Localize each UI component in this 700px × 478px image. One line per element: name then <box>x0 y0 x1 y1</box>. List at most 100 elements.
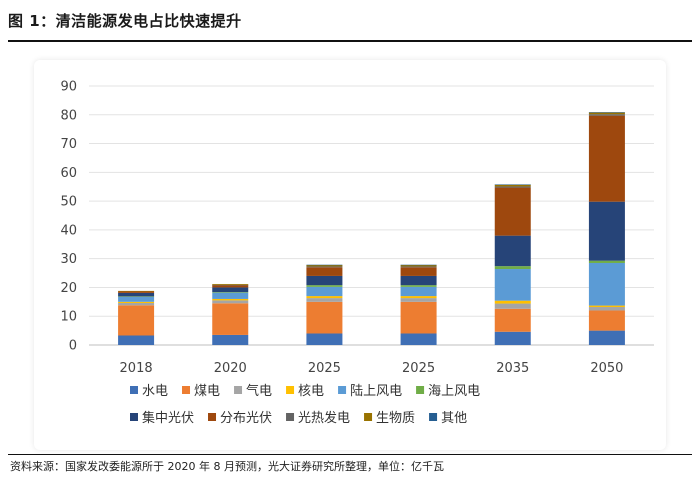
bar-segment <box>212 292 249 293</box>
bar-segment <box>588 112 625 115</box>
bar-segment <box>588 114 625 116</box>
bar-segment <box>400 264 437 267</box>
bar-segment <box>400 264 437 266</box>
bar-segment <box>118 292 155 297</box>
legend-swatch <box>286 386 295 394</box>
x-tick-label: 2035 <box>496 361 529 376</box>
source-divider <box>8 454 692 455</box>
legend-label: 海上风电 <box>428 384 480 399</box>
bar-segment <box>588 201 625 261</box>
gridlines <box>89 85 654 346</box>
bar-segment <box>212 303 249 335</box>
bar-segment <box>494 186 531 188</box>
legend-swatch <box>364 413 373 421</box>
bar-segment <box>494 303 531 309</box>
x-tick-label: 2025 <box>308 361 341 376</box>
bar-segment <box>118 302 155 306</box>
bar-segment <box>118 301 155 303</box>
bar-segment <box>494 187 531 236</box>
bar-segment <box>306 333 343 345</box>
bar-segment <box>212 334 249 345</box>
bar-segment <box>306 266 343 268</box>
legend-swatch <box>130 386 138 394</box>
y-tick-label: 80 <box>60 108 77 123</box>
bar-segment <box>306 264 343 266</box>
bar-segment <box>494 308 531 332</box>
legend-label: 陆上风电 <box>350 383 402 399</box>
bar-segment <box>212 283 249 285</box>
bar-segment <box>400 296 437 299</box>
bar-segment <box>118 291 155 293</box>
stacked-bar-chart: 0 10 20 30 40 50 60 70 80 90 2018 2020 2025 2025 2035… <box>60 80 654 426</box>
y-tick-label: 20 <box>60 281 77 296</box>
bar-segment <box>306 285 343 287</box>
bar-segment <box>588 307 625 311</box>
bar-segment <box>212 300 249 304</box>
bar-segment <box>212 284 249 286</box>
bar-segment <box>212 285 249 288</box>
legend-swatch <box>338 386 347 394</box>
legend-swatch <box>429 413 438 421</box>
y-tick-label: 50 <box>60 195 77 210</box>
bar-segment <box>118 305 155 336</box>
bar-segment <box>400 267 437 276</box>
bar-segment <box>494 184 531 187</box>
bar-segment <box>588 115 625 202</box>
legend-label: 其他 <box>441 411 467 426</box>
bar-segment <box>588 260 625 263</box>
bar-segment <box>306 275 343 286</box>
bars <box>118 112 625 345</box>
bar-segment <box>400 266 437 268</box>
bar-segment <box>400 301 437 334</box>
bar-segment <box>306 267 343 276</box>
bar-segment <box>400 285 437 287</box>
legend-label: 气电 <box>246 383 272 399</box>
source-note: 资料来源：国家发改委能源所于 2020 年 8 月预测，光大证券研究所整理，单位… <box>10 460 444 473</box>
legend-label: 集中光伏 <box>142 410 194 426</box>
legend-label: 生物质 <box>376 411 415 426</box>
legend-label: 核电 <box>298 384 324 399</box>
y-tick-label: 70 <box>60 137 77 152</box>
bar-segment <box>588 262 625 306</box>
bar-segment <box>212 292 249 299</box>
bar-segment <box>212 287 249 293</box>
x-tick-label: 2025 <box>402 361 435 376</box>
legend-swatch <box>286 413 295 421</box>
bar-segment <box>588 305 625 308</box>
bar-segment <box>494 184 531 185</box>
x-tick-label: 2020 <box>214 361 247 376</box>
bar-segment <box>494 269 531 301</box>
x-tick-label: 2018 <box>120 361 153 376</box>
y-tick-label: 40 <box>60 223 77 238</box>
bar-segment <box>306 264 343 267</box>
y-tick-label: 30 <box>60 252 77 267</box>
bar-segment <box>306 301 343 334</box>
legend-swatch <box>208 413 217 421</box>
legend-swatch <box>130 413 138 421</box>
y-tick-label: 0 <box>69 339 77 354</box>
chart-frame: 0 10 20 30 40 50 60 70 80 90 2018 2020 2025 2025 2035… <box>34 60 666 450</box>
bar-segment <box>118 296 155 302</box>
bar-segment <box>118 296 155 297</box>
bar-segment <box>494 235 531 267</box>
bar-segment <box>588 112 625 113</box>
y-tick-label: 90 <box>60 80 77 95</box>
legend-label: 煤电 <box>194 384 220 399</box>
title-divider <box>8 40 692 42</box>
bar-segment <box>400 298 437 302</box>
bar-segment <box>306 286 343 297</box>
bar-segment <box>118 290 155 292</box>
y-tick-label: 10 <box>60 310 77 325</box>
bar-segment <box>306 296 343 299</box>
legend-swatch <box>182 386 191 394</box>
legend-label: 光热发电 <box>298 410 350 426</box>
bar-segment <box>400 286 437 297</box>
bar-segment <box>400 333 437 345</box>
y-tick-label: 60 <box>60 166 77 181</box>
x-axis: 2018 2020 2025 2025 2035 2050 <box>120 361 624 376</box>
bar-segment <box>494 300 531 304</box>
bar-segment <box>494 266 531 270</box>
legend-label: 水电 <box>142 384 168 399</box>
bar-segment <box>118 335 155 345</box>
